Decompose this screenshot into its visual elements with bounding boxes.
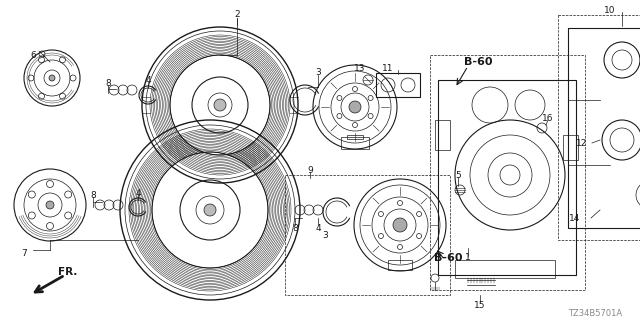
Text: 3: 3 <box>315 68 321 76</box>
Text: 9: 9 <box>307 165 313 174</box>
Bar <box>558 15 640 240</box>
Text: 4: 4 <box>315 223 321 233</box>
Circle shape <box>46 201 54 209</box>
Bar <box>285 175 450 295</box>
Text: 3: 3 <box>322 230 328 239</box>
Bar <box>435 120 450 150</box>
Circle shape <box>204 204 216 216</box>
Text: 14: 14 <box>570 213 580 222</box>
Text: 12: 12 <box>576 139 588 148</box>
Text: FR.: FR. <box>58 267 77 277</box>
Circle shape <box>214 99 226 111</box>
Text: 8: 8 <box>105 78 111 87</box>
Text: 2: 2 <box>234 10 240 19</box>
Circle shape <box>393 218 407 232</box>
Text: 6: 6 <box>30 51 36 60</box>
Text: TZ34B5701A: TZ34B5701A <box>568 308 622 317</box>
Bar <box>438 80 576 275</box>
Bar <box>455 260 555 278</box>
Text: 10: 10 <box>604 5 616 14</box>
Text: 8: 8 <box>90 190 96 199</box>
Bar <box>341 137 369 149</box>
Bar <box>563 135 578 160</box>
Bar <box>388 260 412 270</box>
Text: 16: 16 <box>542 114 554 123</box>
Bar <box>568 28 640 228</box>
Text: 4: 4 <box>135 188 141 197</box>
Bar <box>430 55 585 290</box>
Bar <box>376 73 420 97</box>
Text: B-60: B-60 <box>434 253 462 263</box>
Text: 11: 11 <box>382 63 394 73</box>
Text: B-60: B-60 <box>464 57 492 67</box>
Circle shape <box>349 101 361 113</box>
Circle shape <box>49 75 55 81</box>
Text: 4: 4 <box>145 76 151 84</box>
Text: 15: 15 <box>474 300 486 309</box>
Text: 5: 5 <box>455 171 461 180</box>
Bar <box>347 135 363 139</box>
Text: 7: 7 <box>21 250 27 259</box>
Text: 8: 8 <box>292 223 298 233</box>
Text: 13: 13 <box>355 63 365 73</box>
Text: 1: 1 <box>465 253 471 262</box>
